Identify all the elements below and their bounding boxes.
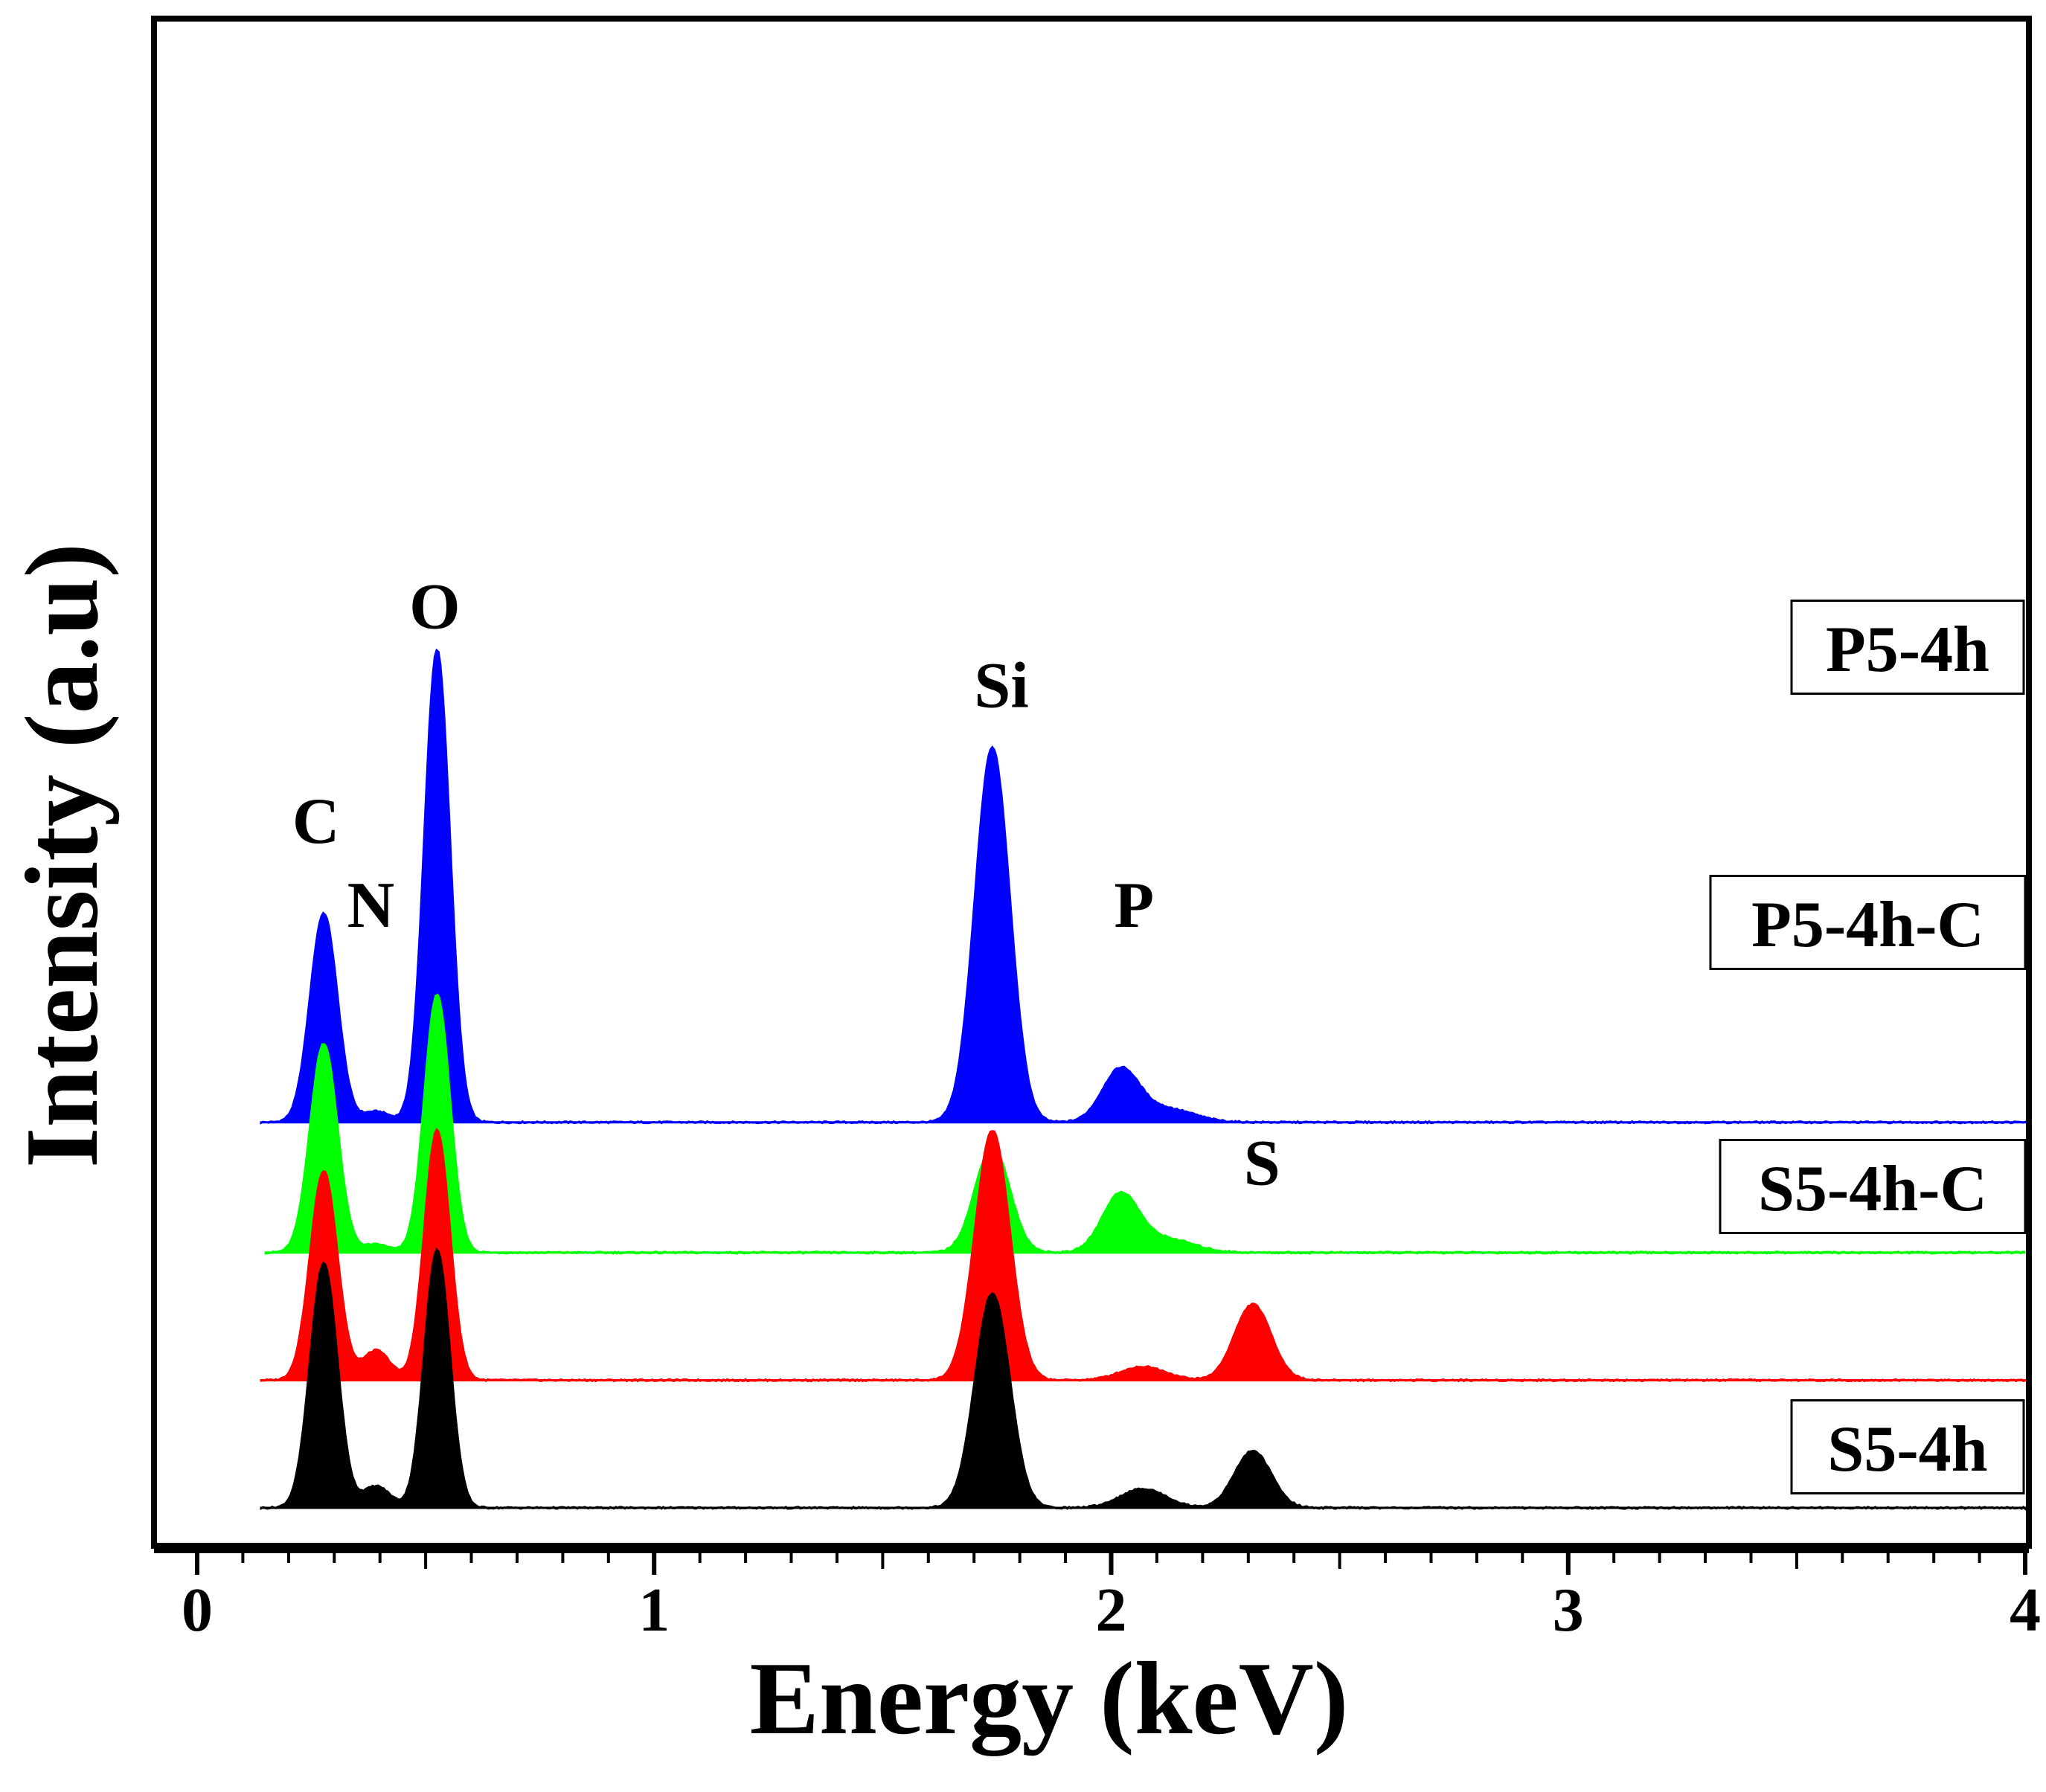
annotation-o: O bbox=[409, 571, 460, 643]
plot-frame bbox=[151, 16, 2032, 1549]
series-label-text: P5-4h-C bbox=[1751, 889, 1984, 961]
series-label-s5-4h: S5-4h bbox=[1790, 1399, 2025, 1494]
series-label-box bbox=[1709, 875, 2027, 970]
series-label-text: S5-4h bbox=[1827, 1413, 1987, 1486]
series-label-text: P5-4h bbox=[1826, 614, 1989, 686]
series-label-p5-4h: P5-4h bbox=[1790, 600, 2025, 695]
x-tick-label: 4 bbox=[2010, 1576, 2041, 1645]
x-tick-label: 2 bbox=[1096, 1576, 1127, 1645]
annotation-n: N bbox=[347, 870, 395, 942]
series-labels: P5-4h P5-4h-C S5-4h-C S5-4h bbox=[1709, 600, 2027, 1494]
x-tick-label: 3 bbox=[1553, 1576, 1584, 1645]
series-label-box bbox=[1790, 1399, 2025, 1494]
x-tick-label: 1 bbox=[638, 1576, 670, 1645]
series-s5-4h bbox=[260, 1247, 2027, 1512]
x-axis-label: Energy (keV) bbox=[750, 1641, 1349, 1756]
series-label-p5-4h-c: P5-4h-C bbox=[1709, 875, 2027, 970]
series-label-box bbox=[1790, 600, 2025, 695]
x-tick-label: 0 bbox=[182, 1576, 213, 1645]
series-s5-4h-area bbox=[260, 1247, 2027, 1512]
series-label-s5-4h-c: S5-4h-C bbox=[1719, 1139, 2027, 1234]
y-axis-label: Intensity (a.u) bbox=[4, 543, 120, 1168]
series-layer bbox=[260, 648, 2027, 1512]
annotation-s: S bbox=[1244, 1128, 1280, 1200]
x-axis: 0 1 2 3 4 bbox=[154, 1549, 2041, 1645]
annotation-p: P bbox=[1114, 870, 1154, 942]
annotation-si: Si bbox=[974, 649, 1028, 722]
annotation-c: C bbox=[292, 786, 340, 858]
peak-annotations: CN O Si P S bbox=[292, 571, 1280, 1199]
series-label-box bbox=[1719, 1139, 2027, 1234]
series-label-text: S5-4h-C bbox=[1758, 1153, 1987, 1225]
